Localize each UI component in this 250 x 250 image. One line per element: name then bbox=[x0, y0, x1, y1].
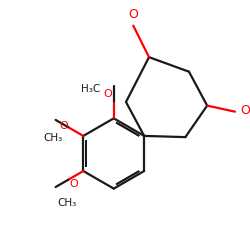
Text: H₃C: H₃C bbox=[81, 84, 100, 94]
Text: CH₃: CH₃ bbox=[57, 198, 76, 208]
Text: O: O bbox=[240, 104, 250, 117]
Text: O: O bbox=[128, 8, 138, 21]
Text: O: O bbox=[104, 89, 112, 99]
Text: CH₃: CH₃ bbox=[44, 133, 63, 143]
Text: O: O bbox=[70, 178, 78, 188]
Text: O: O bbox=[60, 121, 68, 131]
